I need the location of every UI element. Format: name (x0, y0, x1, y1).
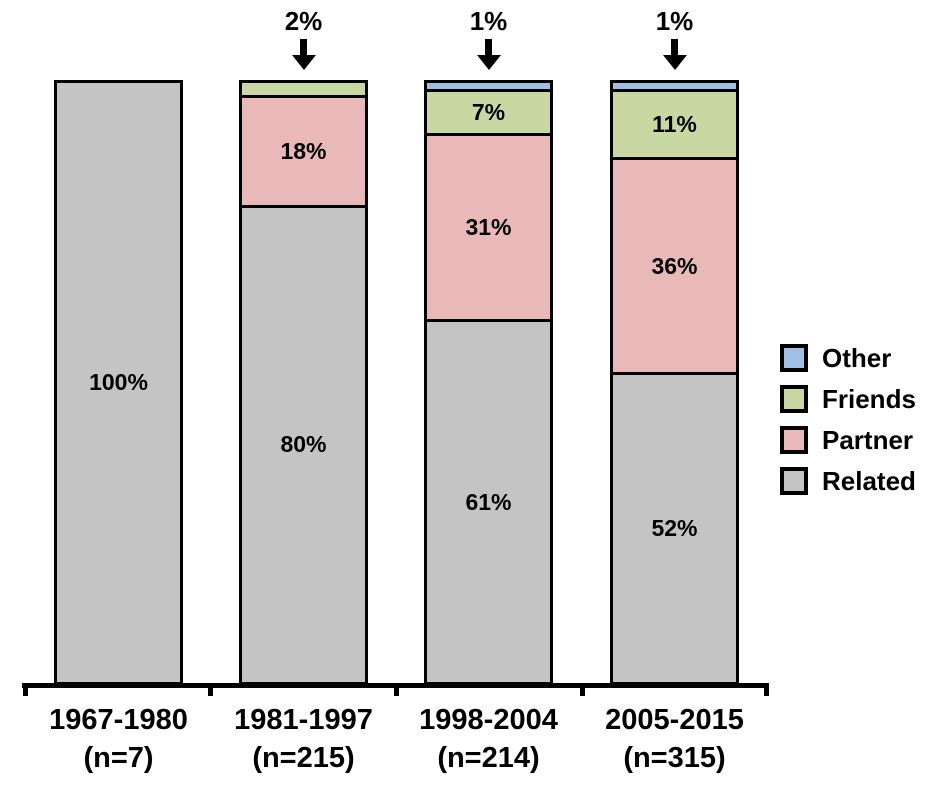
x-axis-line (22, 683, 769, 688)
legend-label: Partner (822, 425, 914, 455)
segment-value-label: 36% (651, 252, 698, 279)
stacked-bar-1998-2004: 7% 31% 61% (424, 80, 553, 685)
bar-segment-related: 61% (427, 319, 550, 683)
down-arrow-head-icon (476, 55, 501, 70)
down-arrow-icon (300, 39, 307, 55)
category-n-label: (n=214) (437, 742, 540, 774)
legend-swatch-icon (780, 426, 808, 454)
x-axis-tick (394, 687, 399, 696)
segment-value-label: 52% (651, 515, 698, 542)
segment-value-label: 80% (280, 431, 327, 458)
legend-label: Other (822, 343, 892, 373)
bar-segment-related: 80% (242, 204, 365, 682)
bar-segment-friends: 7% (427, 88, 550, 134)
legend-item-partner: Partner (780, 426, 916, 454)
category-n-label: (n=315) (623, 742, 726, 774)
stacked-bar-1981-1997: 18% 80% (239, 80, 368, 685)
top-segment-annotation: 1% (630, 6, 720, 70)
top-segment-annotation: 1% (444, 6, 534, 70)
down-arrow-icon (485, 39, 492, 55)
x-axis-tick (23, 687, 28, 696)
legend: Other Friends Partner Related (780, 344, 916, 508)
segment-value-label: 7% (471, 99, 506, 126)
category-range-label: 1981-1997 (234, 704, 373, 736)
annotation-percentage-label: 2% (284, 6, 323, 36)
legend-item-related: Related (780, 467, 916, 495)
bar-segment-related: 52% (613, 372, 736, 683)
x-axis-category-label: 1967-1980 (n=7) (19, 701, 219, 777)
bar-segment-partner: 36% (613, 156, 736, 373)
category-n-label: (n=215) (252, 742, 355, 774)
annotation-percentage-label: 1% (469, 6, 508, 36)
legend-item-other: Other (780, 344, 916, 372)
bar-segment-friends: 11% (613, 88, 736, 157)
stacked-bar-1967-1980: 100% (54, 80, 183, 685)
x-axis-category-label: 1998-2004 (n=214) (389, 701, 589, 777)
bar-segment-related: 100% (57, 83, 180, 682)
segment-value-label: 31% (465, 214, 512, 241)
legend-swatch-icon (780, 344, 808, 372)
bar-segment-partner: 31% (427, 133, 550, 320)
x-axis-tick (764, 687, 769, 696)
category-range-label: 1967-1980 (49, 704, 188, 736)
segment-value-label: 18% (280, 137, 327, 164)
category-n-label: (n=7) (83, 742, 154, 774)
category-range-label: 2005-2015 (605, 704, 744, 736)
bar-segment-friends (242, 83, 365, 95)
down-arrow-icon (671, 39, 678, 55)
down-arrow-head-icon (291, 55, 316, 70)
category-range-label: 1998-2004 (419, 704, 558, 736)
bar-segment-other (613, 83, 736, 89)
segment-value-label: 100% (89, 369, 148, 395)
top-segment-annotation: 2% (259, 6, 349, 70)
legend-swatch-icon (780, 385, 808, 413)
legend-item-friends: Friends (780, 385, 916, 413)
down-arrow-head-icon (662, 55, 687, 70)
legend-label: Related (822, 466, 916, 496)
segment-value-label: 61% (465, 488, 512, 515)
x-axis-category-label: 2005-2015 (n=315) (575, 701, 775, 777)
segment-value-label: 11% (652, 110, 697, 137)
legend-swatch-icon (780, 467, 808, 495)
stacked-bar-2005-2015: 11% 36% 52% (610, 80, 739, 685)
bar-segment-partner: 18% (242, 94, 365, 205)
x-axis-tick (580, 687, 585, 696)
x-axis-tick (208, 687, 213, 696)
x-axis-category-label: 1981-1997 (n=215) (204, 701, 404, 777)
bar-segment-other (427, 83, 550, 89)
legend-label: Friends (822, 384, 916, 414)
annotation-percentage-label: 1% (655, 6, 694, 36)
